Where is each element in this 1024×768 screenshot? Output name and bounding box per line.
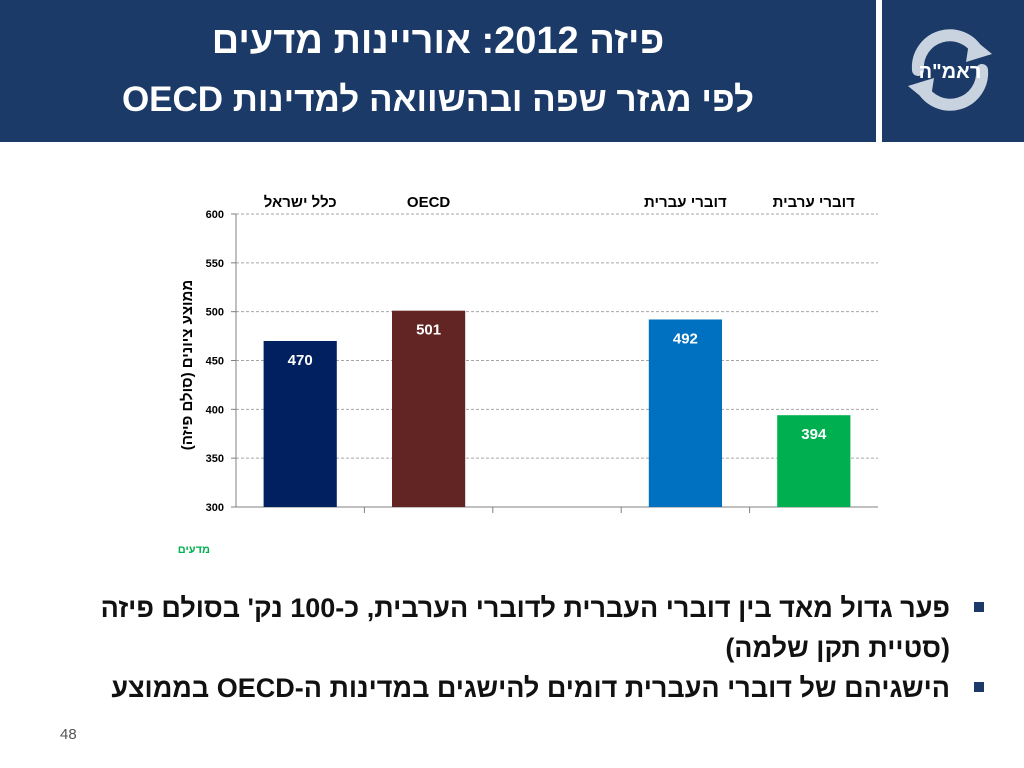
y-axis-title: ממוצע ציונים (סולם פיזה) [179, 280, 196, 451]
bar-value-label: 492 [673, 330, 698, 347]
bar [392, 310, 466, 507]
page-number: 48 [60, 726, 77, 743]
category-labels: כלל ישראל OECD דוברי עברית דוברי ערבית [264, 194, 855, 211]
grid-lines [236, 213, 878, 459]
y-axis: 300 350 400 450 500 550 600 [206, 209, 878, 514]
bar-value-label: 394 [801, 426, 827, 443]
category-label: כלל ישראל [264, 194, 337, 211]
chart-footnote: מדעים [178, 544, 210, 556]
bar [648, 319, 722, 507]
bullet-text-2: הישגיהם של דוברי העברית דומים להישגים במ… [111, 673, 950, 703]
science-score-chart: 300 350 400 450 500 550 600 470 501 492 394 כלל י… [178, 194, 878, 556]
y-tick-label: 600 [206, 209, 224, 221]
logo-text: ראמ"ה [919, 61, 982, 83]
y-tick-label: 550 [206, 258, 224, 270]
bullet-square-icon [974, 682, 984, 692]
bar-value-label: 501 [416, 322, 441, 339]
header-divider [876, 0, 882, 142]
bar-value-label: 470 [288, 352, 313, 369]
y-tick-label: 500 [206, 307, 224, 319]
bullet-square-icon [974, 602, 984, 612]
bar [263, 340, 337, 507]
y-tick-label: 350 [206, 453, 224, 465]
slide-subtitle: לפי מגזר שפה ובהשוואה למדינות OECD [121, 80, 755, 119]
rama-logo: ראמ"ה [908, 29, 992, 111]
category-label: דוברי ערבית [773, 194, 856, 211]
y-tick-label: 400 [206, 404, 224, 416]
bullet-text-1: פער גדול מאד בין דוברי העברית לדוברי הער… [100, 593, 950, 663]
y-tick-label: 300 [206, 502, 224, 514]
bars: 470 501 492 394 [263, 310, 851, 507]
y-tick-label: 450 [206, 356, 224, 368]
slide-title: פיזה 2012: אוריינות מדעים [211, 20, 665, 62]
bar [777, 415, 851, 507]
category-label: OECD [407, 194, 451, 211]
bullet-list: פער גדול מאד בין דוברי העברית לדוברי הער… [20, 588, 990, 708]
category-label: דוברי עברית [644, 194, 727, 211]
bullet-item-1: פער גדול מאד בין דוברי העברית לדוברי הער… [20, 588, 990, 668]
bullet-item-2: הישגיהם של דוברי העברית דומים להישגים במ… [20, 668, 990, 708]
header-bar: פיזה 2012: אוריינות מדעים לפי מגזר שפה ו… [0, 0, 1024, 142]
